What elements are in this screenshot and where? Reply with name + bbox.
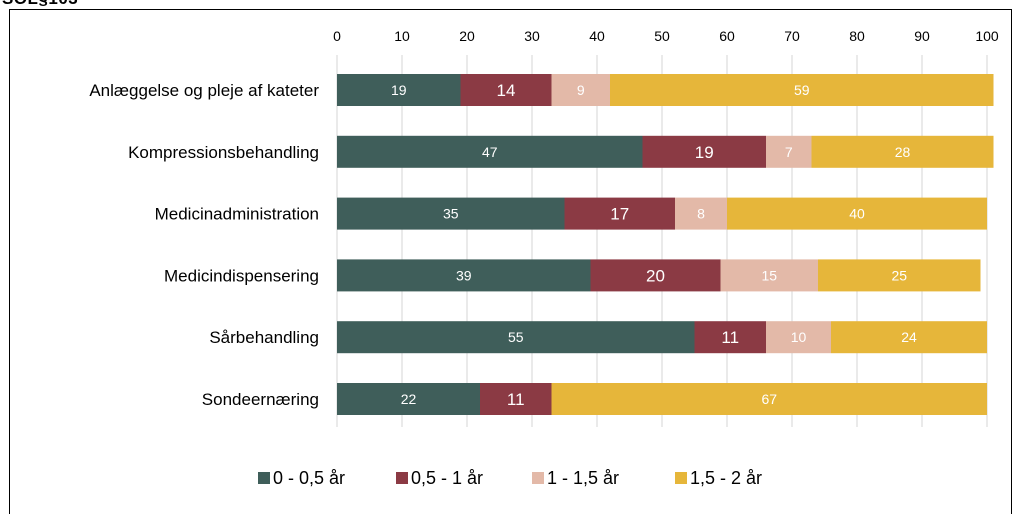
bar-value-label: 59	[794, 82, 810, 98]
x-tick-label: 50	[654, 28, 670, 44]
bar-value-label: 9	[577, 82, 585, 98]
bar-segment	[337, 383, 480, 415]
bar-segment	[831, 321, 987, 354]
bar-segment	[564, 197, 675, 230]
category-label: Kompressionsbehandling	[128, 143, 319, 162]
bar-value-label: 17	[610, 205, 629, 224]
bar-value-label: 15	[761, 267, 777, 283]
bar-value-label: 14	[497, 81, 516, 100]
legend-label: 1,5 - 2 år	[690, 468, 762, 488]
x-tick-label: 70	[784, 28, 800, 44]
bar-value-label: 19	[695, 143, 714, 162]
bar-value-label: 24	[901, 329, 917, 345]
legend-swatch	[396, 472, 408, 484]
x-tick-label: 30	[524, 28, 540, 44]
bar-value-label: 22	[401, 391, 417, 407]
bar-value-label: 19	[391, 82, 407, 98]
bar-segment	[642, 135, 766, 168]
bar-segment	[811, 135, 994, 168]
x-tick-label: 90	[914, 28, 930, 44]
bar-segment	[551, 383, 987, 415]
legend-swatch	[532, 472, 544, 484]
x-tick-label: 100	[975, 28, 999, 44]
bar-value-label: 35	[443, 206, 459, 222]
category-label: Sondeernæring	[202, 390, 319, 409]
x-tick-label: 80	[849, 28, 865, 44]
bar-segment	[590, 259, 721, 292]
bar-segment	[337, 197, 565, 230]
legend-label: 0,5 - 1 år	[411, 468, 483, 488]
page-header-fragment: SOL§103	[2, 0, 78, 9]
bar-segment	[720, 259, 818, 292]
bar-value-label: 28	[895, 144, 911, 160]
bar-segment	[551, 74, 610, 106]
bar-segment	[818, 259, 981, 292]
bar-segment	[460, 74, 552, 106]
bar-value-label: 67	[761, 391, 777, 407]
x-tick-label: 40	[589, 28, 605, 44]
x-tick-label: 0	[333, 28, 341, 44]
bar-value-label: 10	[791, 329, 807, 345]
bar-segment	[675, 197, 727, 230]
bar-segment	[766, 135, 812, 168]
bar-value-label: 20	[646, 266, 665, 285]
x-tick-label: 10	[394, 28, 410, 44]
bar-segment	[727, 197, 987, 230]
legend-swatch	[258, 472, 270, 484]
bar-value-label: 55	[508, 329, 524, 345]
bar-value-label: 11	[721, 328, 739, 347]
legend-label: 1 - 1,5 år	[547, 468, 619, 488]
bar-segment	[766, 321, 831, 354]
category-label: Anlæggelse og pleje af kateter	[89, 81, 319, 100]
bar-segment	[337, 259, 591, 292]
bar-value-label: 11	[507, 390, 525, 409]
bar-value-label: 47	[482, 144, 498, 160]
chart-frame	[9, 9, 1012, 514]
bar-segment	[610, 74, 994, 106]
category-label: Medicindispensering	[164, 266, 319, 285]
bar-value-label: 25	[891, 267, 907, 283]
x-tick-label: 60	[719, 28, 735, 44]
category-label: Medicinadministration	[155, 205, 319, 224]
legend-label: 0 - 0,5 år	[273, 468, 345, 488]
bar-value-label: 8	[697, 206, 705, 222]
bar-value-label: 40	[849, 206, 865, 222]
legend-swatch	[675, 472, 687, 484]
bar-segment	[337, 321, 695, 354]
category-label: Sårbehandling	[209, 328, 319, 347]
bar-segment	[480, 383, 552, 415]
bar-value-label: 39	[456, 267, 472, 283]
bar-segment	[337, 74, 461, 106]
bar-value-label: 7	[785, 144, 793, 160]
x-tick-label: 20	[459, 28, 475, 44]
bar-segment	[694, 321, 766, 354]
bar-segment	[337, 135, 643, 168]
